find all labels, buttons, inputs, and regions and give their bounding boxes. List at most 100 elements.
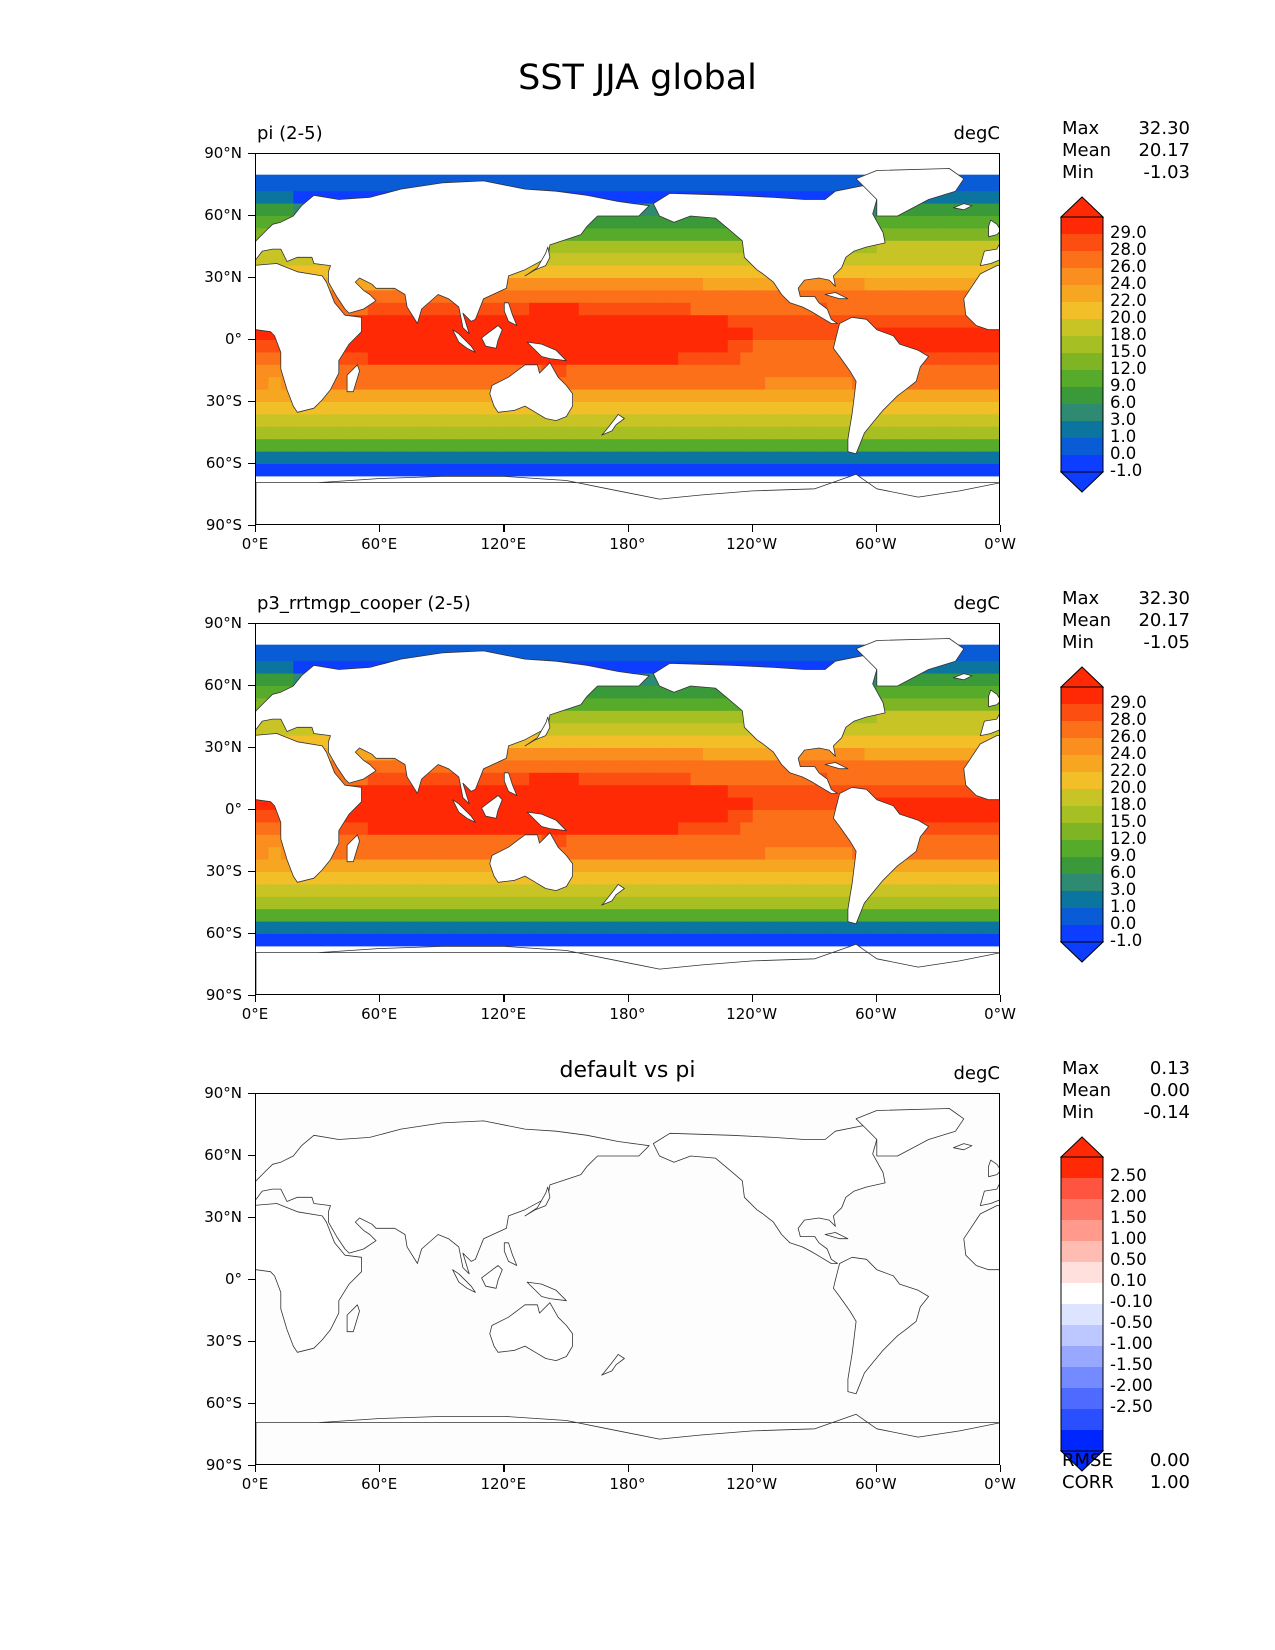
land-newzealand xyxy=(601,883,625,906)
land-madagascar xyxy=(346,364,360,393)
x-tick-label: 180° xyxy=(609,535,646,553)
land-eurasia xyxy=(979,243,999,266)
map-plot xyxy=(255,623,1000,995)
colorbar-label: 3.0 xyxy=(1110,880,1137,899)
land-philippines xyxy=(503,302,518,326)
colorbar-segment xyxy=(1061,251,1103,269)
land-africa xyxy=(256,263,362,413)
y-tick-label: 90°S xyxy=(205,1456,242,1474)
colorbar-extend-max xyxy=(1060,196,1105,218)
land-eurasia xyxy=(256,650,650,805)
land-sumatra xyxy=(452,799,476,823)
colorbar-segment xyxy=(1061,387,1103,405)
x-tick-label: 60°W xyxy=(855,535,897,553)
colorbar-segment xyxy=(1061,721,1103,739)
y-tick-label: 90°N xyxy=(204,614,242,632)
colorbar-label: 26.0 xyxy=(1110,727,1147,746)
colorbar-label: -2.00 xyxy=(1110,1376,1153,1395)
land-eurasia xyxy=(256,180,650,335)
land-eurasia xyxy=(979,1183,999,1206)
colorbar-segment xyxy=(1061,755,1103,773)
colorbar-segment xyxy=(1061,319,1103,337)
panel-units: degC xyxy=(953,593,1001,614)
colorbar-label: 24.0 xyxy=(1110,274,1147,293)
y-tick-label: 60°N xyxy=(204,206,242,224)
y-tick-label: 30°N xyxy=(204,738,242,756)
land-uk xyxy=(988,219,999,238)
x-tick-label: 120°E xyxy=(480,1005,527,1023)
land-sumatra xyxy=(452,1269,476,1293)
y-tick xyxy=(248,401,255,403)
stat-min: Min -0.14 xyxy=(1062,1102,1190,1123)
land-cuba xyxy=(824,762,849,770)
colorbar-label: 22.0 xyxy=(1110,761,1147,780)
land-samerica xyxy=(833,316,929,455)
colorbar-label: -2.50 xyxy=(1110,1397,1153,1416)
y-tick-label: 0° xyxy=(224,1270,242,1288)
colorbar-label: 9.0 xyxy=(1110,376,1137,395)
colorbar-segment xyxy=(1061,891,1103,909)
land-philippines xyxy=(503,1242,518,1266)
colorbar-segment xyxy=(1061,1430,1103,1452)
sst-map xyxy=(256,624,999,994)
x-tick-label: 60°E xyxy=(361,535,398,553)
colorbar-label: 9.0 xyxy=(1110,846,1137,865)
map-plot xyxy=(255,1093,1000,1465)
colorbar-label: 28.0 xyxy=(1110,240,1147,259)
x-tick-label: 0°E xyxy=(241,1475,269,1493)
colorbar-segment xyxy=(1061,268,1103,286)
colorbar-segment xyxy=(1061,1220,1103,1242)
colorbar-label: 15.0 xyxy=(1110,342,1147,361)
x-tick xyxy=(255,1465,257,1472)
colorbar-segment xyxy=(1061,1199,1103,1221)
y-tick xyxy=(248,1403,255,1405)
y-tick xyxy=(248,1279,255,1281)
x-tick-label: 0°E xyxy=(241,535,269,553)
y-tick-label: 60°S xyxy=(205,454,242,472)
y-tick xyxy=(248,1465,255,1467)
y-tick-label: 60°S xyxy=(205,1394,242,1412)
colorbar-segment xyxy=(1061,925,1103,943)
x-tick-label: 60°E xyxy=(361,1005,398,1023)
x-tick-label: 60°W xyxy=(855,1005,897,1023)
y-tick xyxy=(248,871,255,873)
colorbar-segment xyxy=(1061,1157,1103,1179)
colorbar-segment xyxy=(1061,285,1103,303)
metric-corr: CORR 1.00 xyxy=(1062,1472,1190,1493)
colorbar-segment xyxy=(1061,772,1103,790)
colorbar-segment xyxy=(1061,404,1103,422)
land-africa xyxy=(256,733,362,883)
stat-max: Max 32.30 xyxy=(1062,588,1190,609)
x-tick xyxy=(1000,995,1002,1002)
colorbar-segment xyxy=(1061,1388,1103,1410)
y-tick-label: 0° xyxy=(224,800,242,818)
land-iceland xyxy=(953,1143,973,1151)
land-uk xyxy=(988,1159,999,1178)
land-japan xyxy=(524,1186,551,1217)
colorbar-label: 24.0 xyxy=(1110,744,1147,763)
colorbar xyxy=(1060,665,1105,964)
colorbar-label: -1.0 xyxy=(1110,461,1143,480)
y-tick-label: 90°S xyxy=(205,986,242,1004)
colorbar-segment xyxy=(1061,1283,1103,1305)
x-tick-label: 180° xyxy=(609,1475,646,1493)
colorbar-extend-max xyxy=(1060,1136,1105,1158)
panel-title: pi (2-5) xyxy=(257,123,323,144)
land-samerica xyxy=(833,786,929,925)
y-tick-label: 0° xyxy=(224,330,242,348)
stat-min: Min -1.03 xyxy=(1062,162,1190,183)
land-iceland xyxy=(953,673,973,681)
land-antarctica xyxy=(256,473,999,500)
land-cuba xyxy=(824,292,849,300)
colorbar-label: -1.00 xyxy=(1110,1334,1153,1353)
panel-default-vs-pi: default vs pi degC Max 0.13 Mean 0.00 Min -… xyxy=(0,940,1275,1493)
land-sumatra xyxy=(452,329,476,353)
colorbar-label: 12.0 xyxy=(1110,359,1147,378)
land-eurasia xyxy=(979,713,999,736)
colorbar-label: 1.0 xyxy=(1110,427,1137,446)
colorbar-segment xyxy=(1061,353,1103,371)
x-tick-label: 0°W xyxy=(984,1005,1016,1023)
y-tick-label: 60°S xyxy=(205,924,242,942)
colorbar-label: -0.50 xyxy=(1110,1313,1153,1332)
colorbar-label: 28.0 xyxy=(1110,710,1147,729)
